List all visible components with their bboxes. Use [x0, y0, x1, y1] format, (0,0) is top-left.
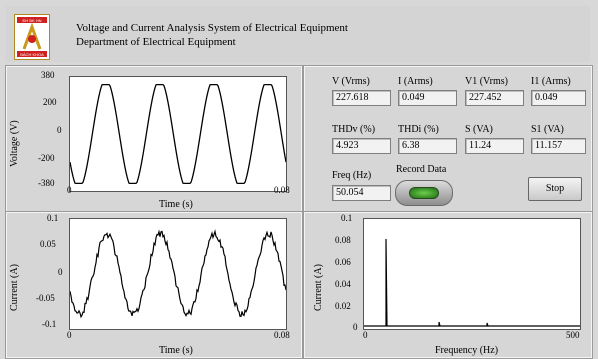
thdi-indicator: 6.38 [398, 138, 457, 154]
thdv-indicator: 4.923 [332, 138, 391, 154]
current-y-tick: 0.1 [47, 213, 58, 223]
current-waveform [70, 219, 286, 329]
current-y-label: Current (A) [9, 264, 20, 311]
current-y-tick: 0.05 [40, 239, 56, 249]
voltage-y-tick: -200 [38, 153, 55, 163]
freq-indicator: 50.054 [332, 185, 391, 201]
spectrum-x-label: Frequency (Hz) [435, 345, 498, 356]
voltage-plot-area [69, 76, 287, 192]
current-plot-area [69, 218, 287, 330]
current-y-tick: -0.05 [36, 293, 55, 303]
spectrum-bars [364, 219, 580, 329]
spectrum-plot-area [363, 218, 581, 330]
spectrum-plot-panel: 0.1 0.08 0.06 0.04 0.02 0 0 500 Frequenc… [304, 212, 592, 358]
logo-label: BÁCH KHOA [20, 52, 44, 57]
spectrum-y-tick: 0 [353, 322, 358, 332]
voltage-y-tick: 200 [43, 97, 57, 107]
record-led-icon [409, 187, 439, 199]
s-label: S (VA) [465, 124, 493, 135]
spectrum-y-tick: 0.08 [335, 235, 351, 245]
current-x-tick: 0.08 [274, 330, 290, 340]
voltage-y-tick: 380 [41, 70, 55, 80]
current-x-tick: 0 [67, 330, 72, 340]
voltage-x-tick: 0 [67, 185, 72, 195]
voltage-y-label: Voltage (V) [9, 120, 20, 167]
thdv-label: THDv (%) [332, 124, 375, 135]
v-rms-label: V (Vrms) [332, 76, 370, 87]
voltage-x-label: Time (s) [159, 199, 193, 210]
current-plot-panel: 0.1 0.05 0 -0.05 -0.1 0 0.08 Time (s) Cu… [6, 212, 302, 358]
thdi-label: THDi (%) [398, 124, 439, 135]
record-data-label: Record Data [396, 164, 446, 175]
i-rms-indicator: 0.049 [398, 90, 457, 106]
spectrum-x-tick: 0 [363, 330, 368, 340]
voltage-x-tick: 0.08 [274, 185, 290, 195]
logo-top-text: ĐH BK HN [22, 18, 41, 23]
s1-indicator: 11.157 [531, 138, 586, 154]
app-title: Voltage and Current Analysis System of E… [76, 22, 348, 34]
header-panel: ĐH BK HN BÁCH KHOA Voltage and Current A… [6, 6, 590, 62]
i-rms-label: I (Arms) [398, 76, 433, 87]
v-rms-indicator: 227.618 [332, 90, 391, 106]
s1-label: S1 (VA) [531, 124, 564, 135]
voltage-y-tick: -380 [38, 178, 55, 188]
freq-label: Freq (Hz) [332, 170, 371, 181]
voltage-plot-panel: 380 200 0 -200 -380 0 0.08 Time (s) Volt… [6, 66, 302, 214]
current-x-label: Time (s) [159, 345, 193, 356]
s-indicator: 11.24 [465, 138, 524, 154]
v1-rms-label: V1 (Vrms) [465, 76, 508, 87]
spectrum-y-tick: 0.06 [335, 257, 351, 267]
stop-button[interactable]: Stop [528, 177, 582, 201]
voltage-waveform [70, 77, 286, 191]
record-data-toggle[interactable] [395, 180, 453, 206]
current-y-tick: 0 [58, 267, 63, 277]
current-y-tick: -0.1 [42, 319, 56, 329]
spectrum-x-tick: 500 [566, 330, 580, 340]
i1-rms-indicator: 0.049 [531, 90, 586, 106]
i1-rms-label: I1 (Arms) [531, 76, 571, 87]
app-subtitle: Department of Electrical Equipment [76, 36, 236, 48]
university-logo: ĐH BK HN BÁCH KHOA [14, 14, 50, 60]
spectrum-y-tick: 0.04 [335, 279, 351, 289]
spectrum-y-label: Current (A) [313, 264, 324, 311]
spectrum-y-tick: 0.1 [341, 213, 352, 223]
spectrum-y-tick: 0.02 [335, 301, 351, 311]
v1-rms-indicator: 227.452 [465, 90, 524, 106]
voltage-y-tick: 0 [57, 125, 62, 135]
